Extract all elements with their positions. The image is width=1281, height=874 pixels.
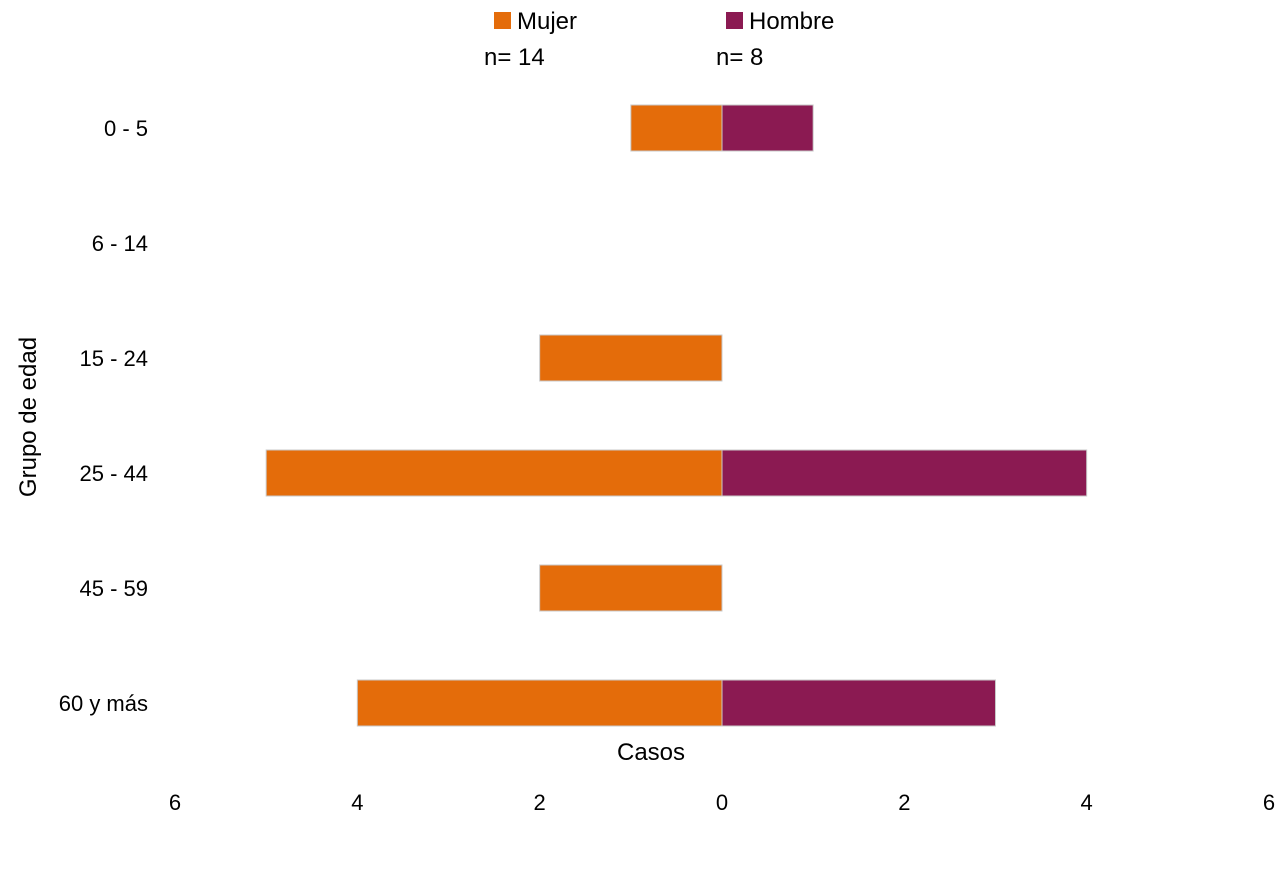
x-tick-label: 6 (1263, 790, 1275, 815)
bar-hombre-1 (721, 104, 814, 152)
bar-mujer-4 (265, 449, 723, 497)
bar-mujer-5 (539, 564, 723, 612)
legend-label: Mujer (517, 8, 577, 35)
y-tick-label: 60 y más (59, 691, 148, 716)
y-tick-label: 45 - 59 (80, 576, 149, 601)
y-axis-title: Grupo de edad (15, 337, 42, 497)
x-tick-label: 2 (898, 790, 910, 815)
y-tick-label: 6 - 14 (92, 231, 148, 256)
x-tick-label: 6 (169, 790, 181, 815)
bar-mujer-6 (356, 679, 723, 727)
x-tick-label: 0 (716, 790, 728, 815)
x-tick-label: 4 (351, 790, 363, 815)
y-tick-label: 25 - 44 (80, 461, 149, 486)
bar-mujer-3 (539, 334, 723, 382)
legend-item-mujer: Mujer n= 14 (484, 8, 577, 71)
y-tick-label: 0 - 5 (104, 116, 148, 141)
bar-hombre-6 (721, 679, 996, 727)
bar-mujer-1 (630, 104, 723, 152)
legend-swatch (726, 12, 743, 29)
bar-hombre-4 (721, 449, 1088, 497)
legend-swatch (494, 12, 511, 29)
bars (265, 104, 1088, 727)
legend-label: Hombre (749, 8, 834, 35)
legend-n-label: n= 8 (716, 44, 763, 71)
legend-item-hombre: Hombre n= 8 (716, 8, 834, 71)
y-tick-label: 15 - 24 (80, 346, 149, 371)
legend: Mujer n= 14 Hombre n= 8 (484, 8, 834, 71)
x-axis-title: Casos (617, 739, 685, 766)
x-axis-ticks: 6 4 2 0 2 4 6 (169, 790, 1275, 815)
x-tick-label: 4 (1081, 790, 1093, 815)
y-axis-ticks: 0 - 5 6 - 14 15 - 24 25 - 44 45 - 59 60 y más (59, 116, 148, 716)
x-tick-label: 2 (534, 790, 546, 815)
legend-n-label: n= 14 (484, 44, 545, 71)
